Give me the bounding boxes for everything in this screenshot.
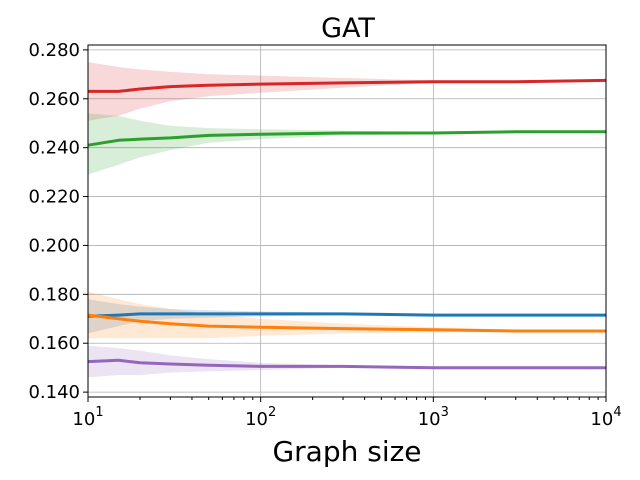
- x-axis-ticks: 101 102 103 104: [72, 397, 622, 430]
- series-line-red: [88, 78, 607, 93]
- series-line-blue: [87, 312, 606, 318]
- grid: [88, 45, 606, 397]
- y-tick-label: 0.240: [28, 138, 80, 159]
- y-tick-label: 0.180: [28, 284, 80, 305]
- band-red: [88, 62, 606, 121]
- y-tick-label: 0.140: [28, 382, 80, 403]
- x-tick-label: 101: [72, 405, 103, 430]
- band-purple: [88, 345, 606, 378]
- plot-area-frame: [87, 44, 607, 398]
- band-blue: [88, 299, 606, 334]
- y-axis-ticks: 0.140 0.160 0.180 0.200 0.220 0.240 0.260 0.280: [28, 40, 88, 403]
- y-tick-label: 0.200: [28, 235, 80, 256]
- chart-title: GAT: [321, 13, 375, 44]
- series-line-purple: [87, 358, 606, 370]
- y-tick-label: 0.280: [28, 40, 80, 61]
- x-tick-label: 104: [590, 405, 621, 430]
- y-tick-label: 0.160: [28, 333, 80, 354]
- y-tick-label: 0.220: [28, 187, 80, 208]
- series-lines: [87, 78, 607, 370]
- y-tick-label: 0.260: [28, 89, 80, 110]
- x-tick-label: 102: [245, 405, 276, 430]
- band-green: [88, 113, 606, 175]
- series-line-orange: [87, 313, 606, 333]
- series-line-green: [87, 130, 606, 147]
- x-axis-label: Graph size: [272, 435, 421, 468]
- x-tick-label: 103: [418, 405, 449, 430]
